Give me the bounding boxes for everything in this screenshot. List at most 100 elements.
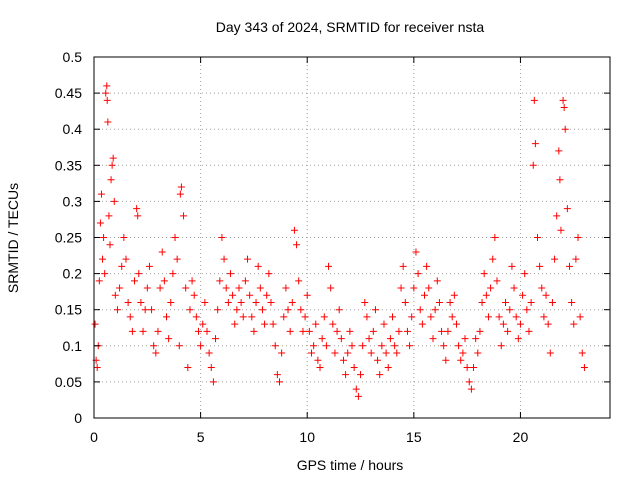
data-point (299, 327, 307, 335)
data-point (418, 320, 426, 328)
data-point (91, 320, 99, 328)
data-point (568, 298, 576, 306)
data-point (229, 291, 237, 299)
data-point (455, 342, 463, 350)
data-point (540, 313, 548, 321)
data-point (128, 327, 136, 335)
data-point (391, 342, 399, 350)
data-point (510, 284, 518, 292)
data-point (288, 298, 296, 306)
data-point (395, 327, 403, 335)
data-point (489, 255, 497, 263)
data-point (478, 298, 486, 306)
data-point (399, 262, 407, 270)
data-point (463, 363, 471, 371)
data-point (263, 291, 271, 299)
data-point (116, 284, 124, 292)
data-point (295, 277, 303, 285)
data-point (207, 363, 215, 371)
data-point (325, 262, 333, 270)
data-point (525, 327, 533, 335)
data-point (374, 356, 382, 364)
data-point (214, 306, 222, 314)
data-point (491, 234, 499, 241)
y-tick-labels: 0 0.05 0.1 0.15 0.2 0.25 0.3 0.35 0.4 0.45 0.5 (55, 49, 82, 426)
data-point (148, 306, 156, 314)
data-point (322, 342, 330, 350)
data-point (346, 327, 354, 335)
data-point (529, 161, 537, 169)
data-point (530, 96, 538, 104)
data-point (431, 306, 439, 314)
data-point (512, 313, 520, 321)
y-tick-label: 0.2 (63, 266, 83, 282)
data-point (367, 349, 375, 357)
data-point (216, 277, 224, 285)
data-point (344, 349, 352, 357)
y-tick-label: 0 (74, 410, 82, 426)
data-point (544, 320, 552, 328)
data-point (305, 327, 313, 335)
y-tick-label: 0.25 (55, 230, 82, 246)
data-point (452, 320, 460, 328)
data-point (205, 349, 213, 357)
data-point (318, 335, 326, 343)
data-point (408, 313, 416, 321)
data-point (246, 291, 254, 299)
data-point (271, 342, 279, 350)
data-point (122, 255, 130, 263)
data-point (150, 342, 158, 350)
data-point (527, 298, 535, 306)
data-point (301, 313, 309, 321)
data-point (551, 255, 559, 263)
data-point (502, 298, 510, 306)
data-point (220, 255, 228, 263)
data-point (93, 363, 101, 371)
data-point (504, 327, 512, 335)
data-point (201, 298, 209, 306)
data-point (438, 327, 446, 335)
data-point (111, 291, 119, 299)
data-point (167, 298, 175, 306)
data-point (192, 313, 200, 321)
data-point (171, 234, 179, 241)
data-point (448, 313, 456, 321)
data-point (523, 306, 531, 314)
data-point (282, 284, 290, 292)
data-point (131, 277, 139, 285)
data-point (403, 327, 411, 335)
data-point (440, 342, 448, 350)
data-point (100, 234, 108, 241)
y-tick-label: 0.3 (63, 193, 83, 209)
data-point (474, 349, 482, 357)
data-point (420, 291, 428, 299)
data-point (534, 234, 542, 241)
data-point (316, 363, 324, 371)
data-point (363, 313, 371, 321)
data-point (254, 262, 262, 270)
data-point (514, 335, 522, 343)
data-point (267, 298, 275, 306)
data-point (480, 270, 488, 278)
data-point (459, 349, 467, 357)
data-point (108, 161, 116, 169)
data-point (335, 306, 343, 314)
data-point (465, 378, 473, 386)
data-point (152, 349, 160, 357)
data-point (212, 335, 220, 343)
data-point (241, 277, 249, 285)
data-point (435, 298, 443, 306)
plot-frame (93, 56, 611, 419)
grid-lines (94, 57, 610, 418)
data-point (280, 313, 288, 321)
data-point (531, 140, 539, 148)
data-point (248, 313, 256, 321)
data-point (393, 349, 401, 357)
data-point (365, 335, 373, 343)
data-point (276, 378, 284, 386)
data-point (256, 284, 264, 292)
data-point (252, 298, 260, 306)
data-point (165, 335, 173, 343)
data-point (124, 298, 132, 306)
